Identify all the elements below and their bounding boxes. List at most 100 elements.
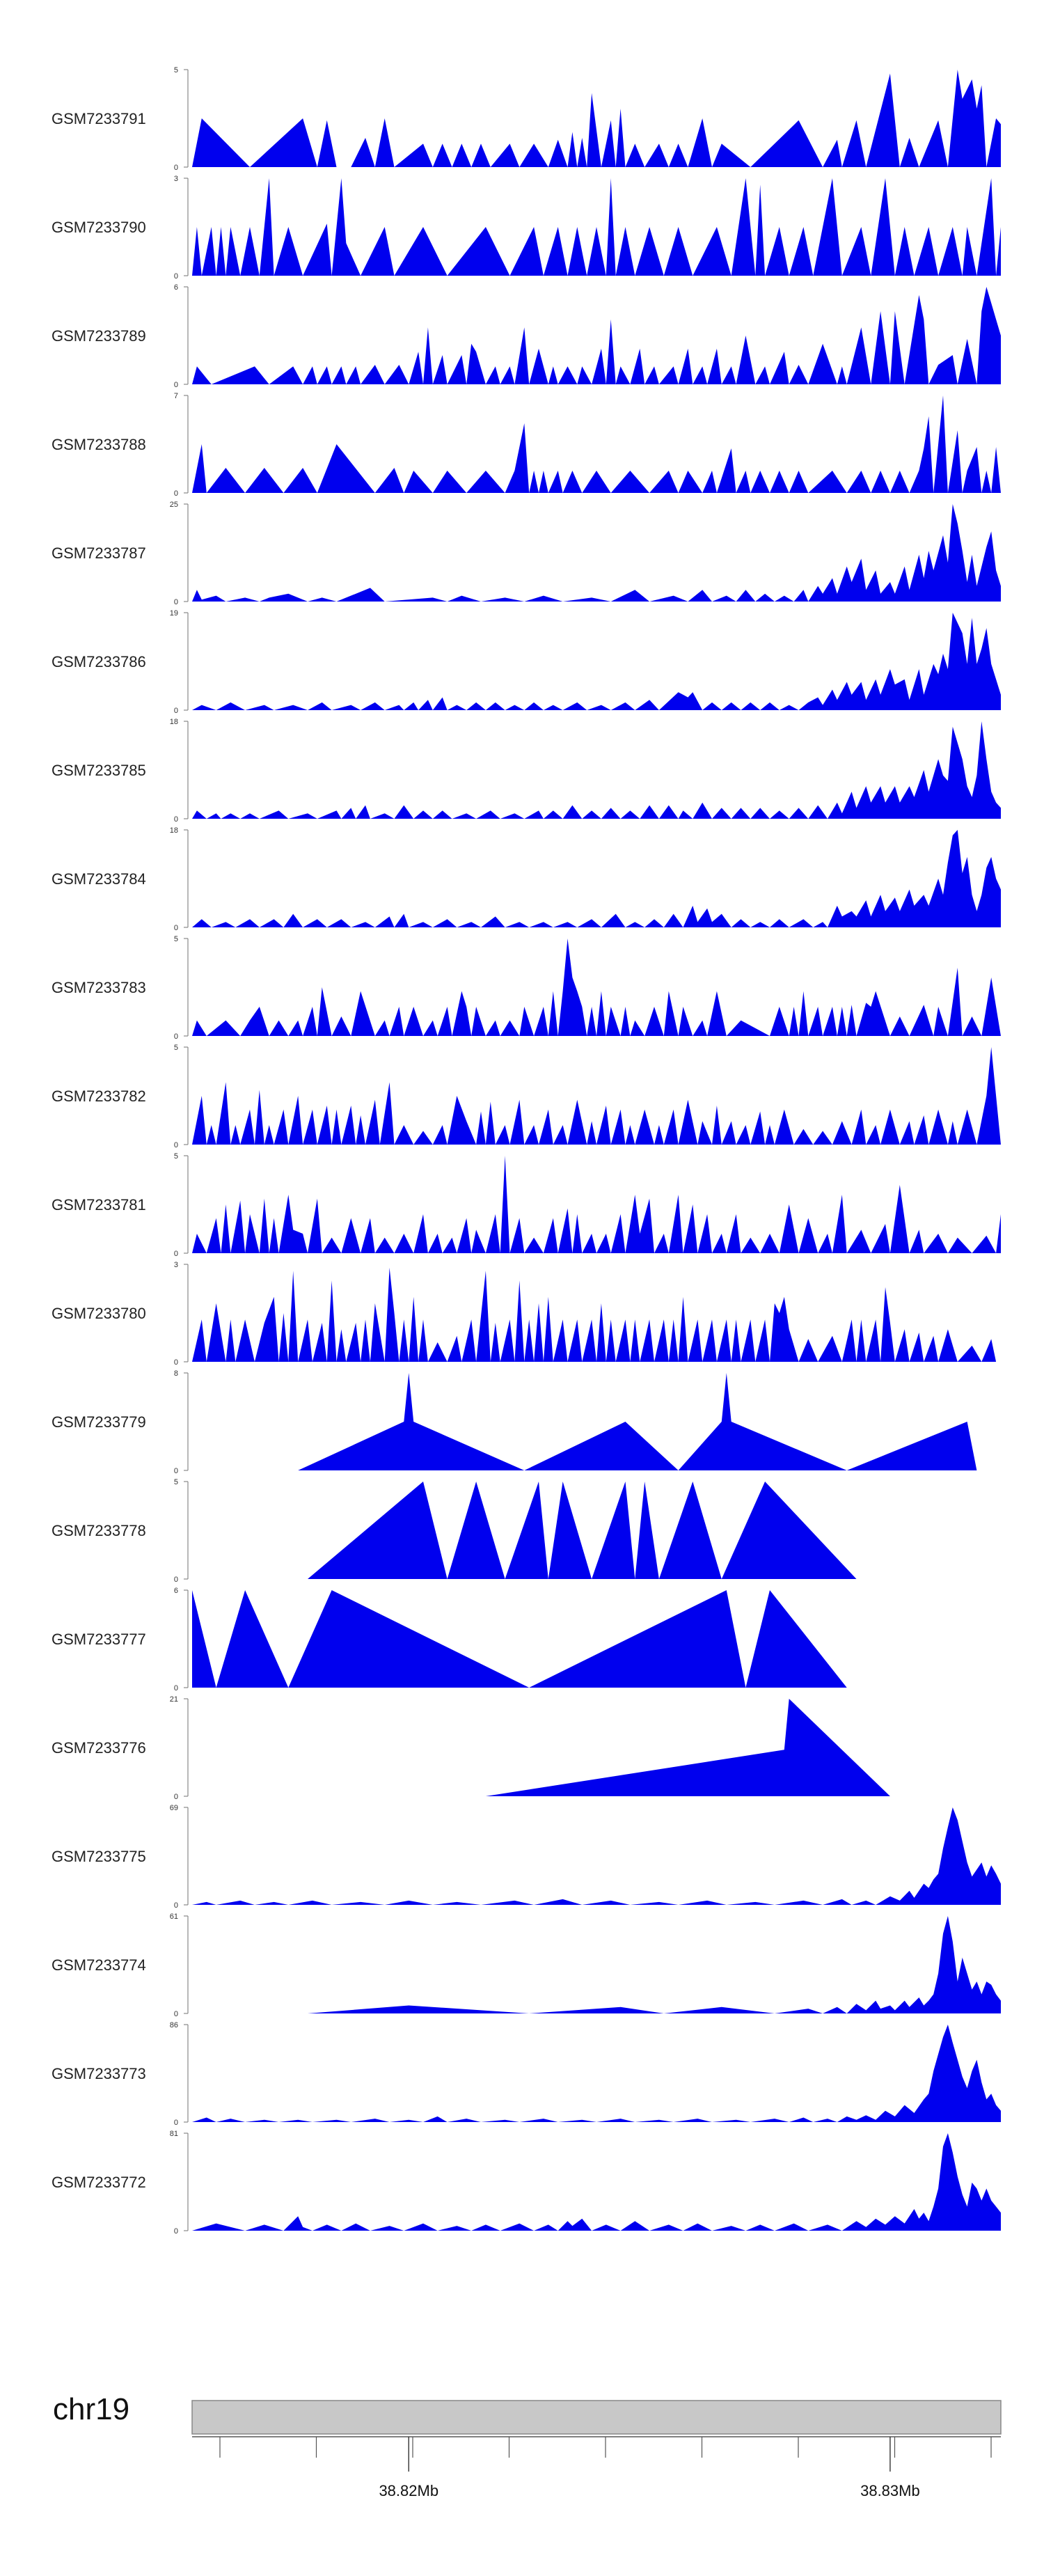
y-tick-label-max: 21 bbox=[170, 1695, 178, 1704]
coverage-area bbox=[192, 287, 1001, 384]
genome-axis: chr19 38.82Mb 38.83Mb bbox=[53, 2392, 1002, 2499]
track-GSM7233782: GSM7233782 5 0 bbox=[52, 1044, 1001, 1149]
y-tick-label-max: 19 bbox=[170, 609, 178, 618]
y-tick-label-zero: 0 bbox=[174, 2227, 178, 2236]
track-GSM7233774: GSM7233774 61 0 bbox=[52, 1913, 1001, 2018]
chromosome-ideogram bbox=[191, 2400, 1002, 2435]
y-tick-label-max: 69 bbox=[170, 1804, 178, 1812]
track-label: GSM7233780 bbox=[52, 1305, 146, 1322]
coverage-area bbox=[192, 504, 1001, 602]
y-tick-label-max: 5 bbox=[174, 1478, 178, 1486]
y-tick-label-max: 18 bbox=[170, 826, 178, 835]
track-GSM7233790: GSM7233790 3 0 bbox=[52, 175, 1001, 281]
track-GSM7233781: GSM7233781 5 0 bbox=[52, 1152, 1001, 1258]
track-label: GSM7233789 bbox=[52, 327, 146, 345]
chromosome-label: chr19 bbox=[53, 2392, 129, 2426]
track-GSM7233789: GSM7233789 6 0 bbox=[52, 283, 1001, 389]
y-tick-label-zero: 0 bbox=[174, 924, 178, 932]
y-tick-label-max: 8 bbox=[174, 1369, 178, 1378]
coverage-area bbox=[192, 1156, 1001, 1253]
track-label: GSM7233773 bbox=[52, 2065, 146, 2082]
coverage-area bbox=[192, 178, 1001, 276]
track-label: GSM7233787 bbox=[52, 544, 146, 562]
track-label: GSM7233778 bbox=[52, 1522, 146, 1539]
y-tick-label-zero: 0 bbox=[174, 272, 178, 281]
genome-axis-minor-ticks bbox=[219, 2437, 992, 2458]
track-GSM7233777: GSM7233777 6 0 bbox=[52, 1587, 847, 1693]
y-tick-label-zero: 0 bbox=[174, 1793, 178, 1801]
y-tick-label-max: 6 bbox=[174, 1587, 178, 1595]
track-label: GSM7233782 bbox=[52, 1087, 146, 1105]
track-label: GSM7233772 bbox=[52, 2174, 146, 2191]
track-label: GSM7233781 bbox=[52, 1196, 146, 1214]
track-label: GSM7233783 bbox=[52, 979, 146, 996]
y-tick-label-max: 25 bbox=[170, 501, 178, 509]
y-tick-label-zero: 0 bbox=[174, 1032, 178, 1041]
track-GSM7233791: GSM7233791 5 0 bbox=[52, 66, 1001, 172]
y-tick-label-zero: 0 bbox=[174, 1358, 178, 1367]
track-label: GSM7233779 bbox=[52, 1413, 146, 1431]
y-tick-label-max: 3 bbox=[174, 175, 178, 183]
track-label: GSM7233774 bbox=[52, 1956, 146, 1974]
coverage-area bbox=[308, 1916, 1001, 2013]
y-tick-label-max: 18 bbox=[170, 718, 178, 726]
track-GSM7233775: GSM7233775 69 0 bbox=[52, 1804, 1001, 1910]
y-tick-label-zero: 0 bbox=[174, 164, 178, 172]
track-GSM7233780: GSM7233780 3 0 bbox=[52, 1261, 997, 1367]
y-tick-label-max: 7 bbox=[174, 392, 178, 400]
y-tick-label-zero: 0 bbox=[174, 381, 178, 389]
track-GSM7233773: GSM7233773 86 0 bbox=[52, 2021, 1001, 2127]
track-label: GSM7233788 bbox=[52, 436, 146, 453]
y-tick-label-zero: 0 bbox=[174, 2119, 178, 2127]
track-GSM7233779: GSM7233779 8 0 bbox=[52, 1369, 977, 1475]
coverage-area bbox=[298, 1373, 977, 1470]
axis-position-label: 38.82Mb bbox=[379, 2482, 438, 2499]
track-label: GSM7233790 bbox=[52, 219, 146, 236]
track-GSM7233776: GSM7233776 21 0 bbox=[52, 1695, 890, 1801]
coverage-area bbox=[192, 1267, 997, 1362]
y-tick-label-max: 5 bbox=[174, 1044, 178, 1052]
y-tick-label-max: 5 bbox=[174, 66, 178, 74]
y-tick-label-zero: 0 bbox=[174, 707, 178, 715]
coverage-area bbox=[192, 1590, 847, 1688]
track-GSM7233772: GSM7233772 81 0 bbox=[52, 2130, 1001, 2236]
y-tick-label-zero: 0 bbox=[174, 1467, 178, 1475]
track-label: GSM7233785 bbox=[52, 762, 146, 779]
coverage-area bbox=[485, 1699, 890, 1796]
track-label: GSM7233777 bbox=[52, 1631, 146, 1648]
y-tick-label-zero: 0 bbox=[174, 2010, 178, 2018]
y-tick-label-zero: 0 bbox=[174, 1684, 178, 1693]
coverage-area bbox=[192, 1047, 1001, 1145]
track-label: GSM7233776 bbox=[52, 1739, 146, 1757]
y-tick-label-zero: 0 bbox=[174, 1141, 178, 1149]
y-tick-label-zero: 0 bbox=[174, 815, 178, 824]
y-tick-label-zero: 0 bbox=[174, 489, 178, 498]
coverage-area bbox=[192, 721, 1001, 819]
track-GSM7233783: GSM7233783 5 0 bbox=[52, 935, 1001, 1041]
coverage-area bbox=[192, 613, 1001, 710]
coverage-tracks: GSM723379150GSM723379030GSM723378960GSM7… bbox=[52, 66, 1001, 2236]
track-GSM7233787: GSM7233787 25 0 bbox=[52, 501, 1001, 606]
coverage-area bbox=[192, 2133, 1001, 2231]
track-label: GSM7233775 bbox=[52, 1848, 146, 1865]
genome-axis-major-ticks: 38.82Mb 38.83Mb bbox=[379, 2437, 920, 2499]
coverage-area bbox=[192, 2025, 1001, 2122]
coverage-area bbox=[192, 1807, 1001, 1905]
y-tick-label-zero: 0 bbox=[174, 1901, 178, 1910]
coverage-area bbox=[192, 830, 1001, 927]
coverage-area bbox=[308, 1482, 857, 1579]
coverage-area bbox=[192, 395, 1001, 493]
y-tick-label-zero: 0 bbox=[174, 1250, 178, 1258]
track-GSM7233785: GSM7233785 18 0 bbox=[52, 718, 1001, 824]
y-tick-label-zero: 0 bbox=[174, 598, 178, 606]
axis-position-label: 38.83Mb bbox=[860, 2482, 920, 2499]
track-label: GSM7233784 bbox=[52, 870, 146, 888]
y-tick-label-max: 61 bbox=[170, 1913, 178, 1921]
track-label: GSM7233791 bbox=[52, 110, 146, 127]
track-GSM7233784: GSM7233784 18 0 bbox=[52, 826, 1001, 932]
coverage-area bbox=[192, 70, 1001, 167]
y-tick-label-zero: 0 bbox=[174, 1576, 178, 1584]
track-GSM7233786: GSM7233786 19 0 bbox=[52, 609, 1001, 715]
y-tick-label-max: 81 bbox=[170, 2130, 178, 2138]
